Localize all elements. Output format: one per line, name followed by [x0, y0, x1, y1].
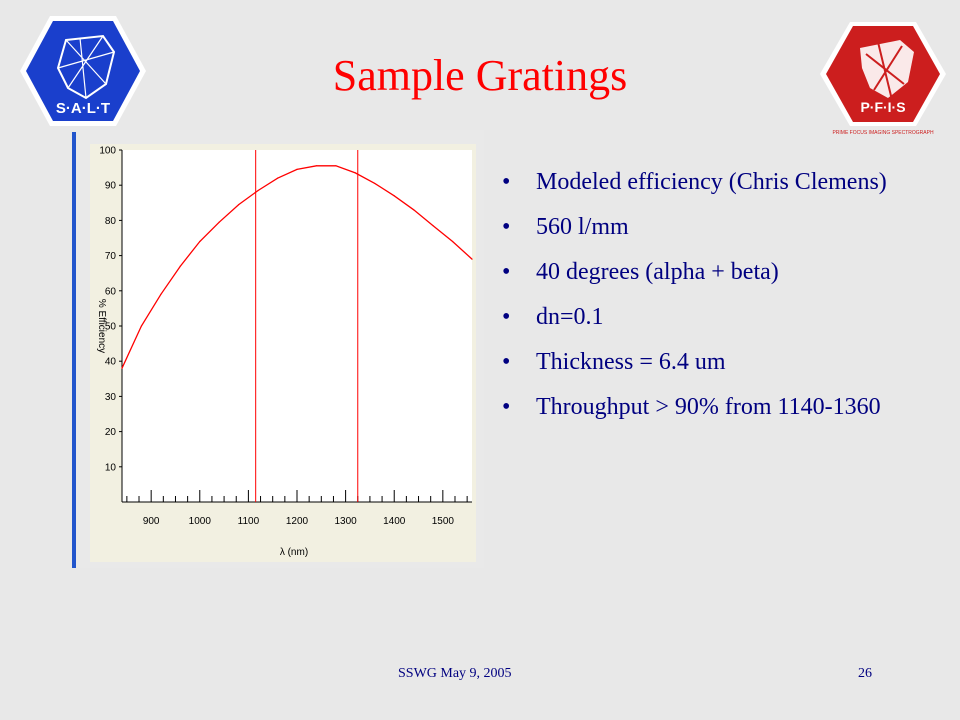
- data-point: [257, 189, 259, 192]
- data-point: [451, 240, 454, 243]
- data-point: [179, 265, 181, 267]
- pfis-logo: P·F·I·S PRIME FOCUS IMAGING SPECTROGRAPH: [820, 22, 946, 136]
- bullet-list: • Modeled efficiency (Chris Clemens) • 560 …: [502, 168, 922, 438]
- y-tick-label: 30: [105, 392, 117, 403]
- data-point: [374, 182, 376, 185]
- data-point: [276, 177, 279, 179]
- footer-date: SSWG May 9, 2005: [398, 666, 512, 681]
- y-tick-label: 80: [105, 216, 117, 227]
- y-tick-label: 60: [105, 286, 117, 297]
- data-point: [296, 168, 298, 170]
- bullet-text: 40 degrees (alpha + beta): [536, 259, 779, 285]
- bullet-item: • Throughput > 90% from 1140-1360: [502, 393, 922, 421]
- salt-logo-text: S·A·L·T: [56, 100, 110, 117]
- bullet-dot-icon: •: [502, 214, 511, 240]
- bullet-item: • dn=0.1: [502, 303, 922, 331]
- bullet-text: Throughput > 90% from 1140-1360: [536, 394, 881, 420]
- bullet-text: Thickness = 6.4 um: [536, 349, 726, 375]
- y-axis-label: % Efficiency: [96, 299, 107, 353]
- data-point: [471, 258, 473, 260]
- pfis-logo-text: P·F·I·S: [860, 99, 905, 115]
- plot-area: [122, 150, 472, 502]
- x-tick-label: 1100: [238, 516, 260, 527]
- data-point: [432, 225, 434, 227]
- data-point: [335, 165, 337, 167]
- data-point: [199, 240, 201, 243]
- data-point: [354, 172, 356, 174]
- bullet-dot-icon: •: [502, 259, 511, 285]
- bullet-dot-icon: •: [502, 394, 511, 420]
- slide-number: 26: [858, 666, 872, 681]
- x-axis-label: λ (nm): [280, 547, 308, 558]
- data-point: [121, 367, 123, 369]
- data-point: [413, 209, 415, 211]
- x-tick-label: 900: [143, 516, 160, 527]
- bullet-item: • 560 l/mm: [502, 213, 922, 241]
- data-point: [140, 325, 143, 327]
- x-tick-label: 1500: [432, 516, 455, 527]
- x-tick-label: 1400: [383, 516, 406, 527]
- bullet-text: Modeled efficiency (Chris Clemens): [536, 169, 887, 195]
- bullet-item: • 40 degrees (alpha + beta): [502, 258, 922, 286]
- pfis-logo-caption: PRIME FOCUS IMAGING SPECTROGRAPH: [832, 130, 934, 136]
- bullet-dot-icon: •: [502, 169, 511, 195]
- y-tick-label: 70: [105, 251, 117, 262]
- y-tick-label: 20: [105, 427, 117, 438]
- bullet-dot-icon: •: [502, 304, 511, 330]
- bullet-dot-icon: •: [502, 349, 511, 375]
- salt-logo: S·A·L·T: [20, 16, 146, 126]
- data-point: [160, 293, 162, 295]
- y-tick-label: 50: [105, 322, 117, 333]
- y-tick-label: 100: [99, 146, 116, 157]
- data-point: [218, 221, 220, 223]
- x-tick-label: 1200: [286, 516, 309, 527]
- chart-accent-bar: [72, 132, 76, 568]
- data-point: [393, 195, 395, 197]
- bullet-item: • Modeled efficiency (Chris Clemens): [502, 168, 922, 196]
- bullet-text: dn=0.1: [536, 304, 604, 330]
- data-point: [315, 165, 318, 167]
- x-tick-label: 1300: [334, 516, 357, 527]
- efficiency-chart: 10 20 30 40 50 60 70 80 90 100 900 1000 1100 1200 1300…: [72, 130, 484, 568]
- x-tick-label: 1000: [189, 516, 212, 527]
- y-tick-label: 10: [105, 462, 117, 473]
- y-tick-label: 90: [105, 181, 117, 192]
- data-point: [238, 203, 240, 206]
- bullet-text: 560 l/mm: [536, 214, 629, 240]
- slide-title: Sample Gratings: [332, 51, 628, 100]
- y-tick-label: 40: [105, 357, 117, 368]
- bullet-item: • Thickness = 6.4 um: [502, 348, 922, 376]
